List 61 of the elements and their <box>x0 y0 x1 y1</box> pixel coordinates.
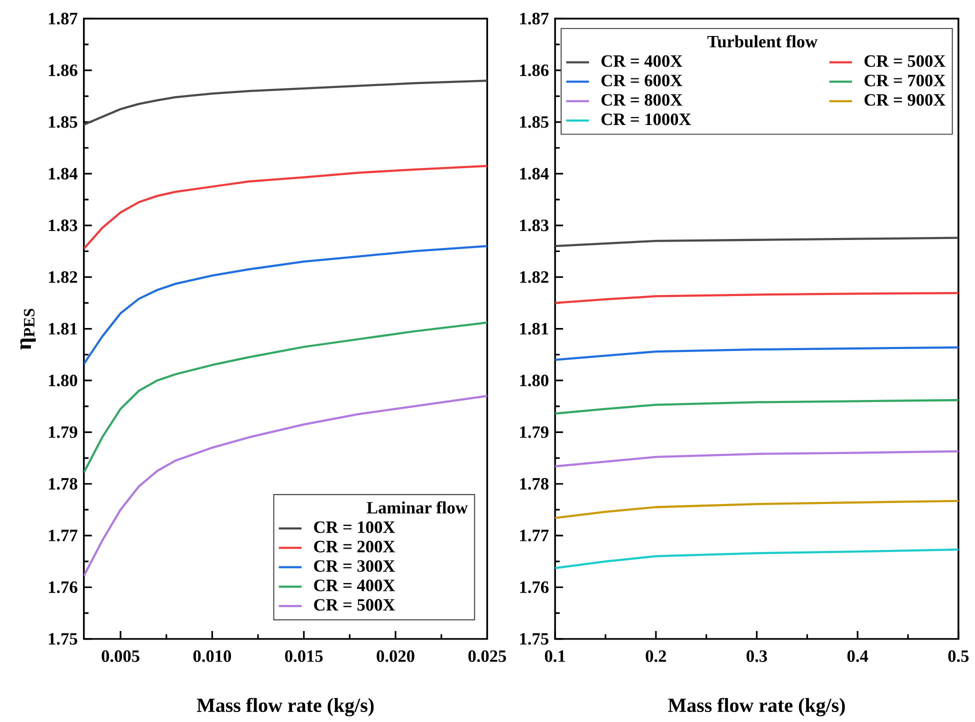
y-axis-title: η$_{PES}$ <box>20 308 36 350</box>
legend-label: CR = 600X <box>601 74 682 86</box>
y-tick-label: 1.81 <box>520 322 548 335</box>
y-tick-label: 1.79 <box>48 426 78 438</box>
y-tick-label: 1.79 <box>520 426 548 438</box>
x-tick-label: 0.4 <box>847 650 868 662</box>
line-series <box>84 394 488 577</box>
legend-label: CR = 900X <box>864 94 946 106</box>
y-tick-label: 1.82 <box>520 271 548 283</box>
line-series <box>555 548 958 570</box>
x-tick-label: 0.1 <box>544 650 566 662</box>
x-tick-label: 0.005 <box>102 650 140 662</box>
legend-label: CR = 300X <box>314 560 395 572</box>
y-tick-label: 1.87 <box>48 12 78 24</box>
y-tick-label: 1.87 <box>520 12 549 24</box>
y-tick-label: 1.83 <box>520 220 548 232</box>
y-tick-label: 1.80 <box>48 374 78 386</box>
x-tick-label: 0.3 <box>746 650 767 662</box>
y-tick-label: 1.75 <box>48 633 78 645</box>
y-tick-label: 1.76 <box>520 581 549 594</box>
legend-label: CR = 1000X <box>601 114 692 126</box>
line-series <box>84 164 488 250</box>
y-tick-label: 1.81 <box>48 322 77 335</box>
x-tick-label: 0.025 <box>468 650 506 662</box>
y-tick-label: 1.82 <box>48 271 78 283</box>
legend-label: CR = 100X <box>314 521 395 533</box>
y-tick-label: 1.78 <box>48 478 78 490</box>
y-tick-label: 1.80 <box>520 374 548 386</box>
line-series <box>555 292 958 304</box>
legend-label: CR = 400X <box>601 55 682 67</box>
x-tick-label: 0.5 <box>948 650 969 662</box>
x-tick-label: 0.015 <box>285 650 323 662</box>
y-tick-label: 1.78 <box>520 478 548 490</box>
legend-label: CR = 700X <box>864 74 946 86</box>
line-series <box>555 399 958 415</box>
y-tick-label: 1.75 <box>520 633 548 645</box>
y-tick-label: 1.83 <box>48 220 78 232</box>
y-tick-label: 1.77 <box>520 530 549 542</box>
legend-label: CR = 500X <box>314 599 395 611</box>
x-axis-title: Mass flow rate (kg/s) <box>196 698 374 716</box>
y-tick-label: 1.86 <box>520 64 549 76</box>
legend-label: CR = 400X <box>314 580 395 592</box>
line-series <box>555 500 958 520</box>
y-tick-label: 1.84 <box>48 168 78 180</box>
line-series <box>84 245 488 365</box>
legend-label: CR = 200X <box>314 540 395 552</box>
legend-title: Turbulent flow <box>707 35 818 48</box>
x-tick-label: 0.020 <box>376 650 414 662</box>
legend-title: Laminar flow <box>366 501 468 514</box>
y-tick-label: 1.85 <box>520 116 548 128</box>
x-axis-title: Mass flow rate (kg/s) <box>668 698 845 716</box>
legend-label: CR = 800X <box>601 94 682 106</box>
y-tick-label: 1.77 <box>48 530 78 542</box>
y-tick-label: 1.84 <box>520 168 549 180</box>
x-tick-label: 0.2 <box>646 650 666 662</box>
x-tick-label: 0.010 <box>193 650 232 662</box>
y-tick-label: 1.86 <box>48 64 78 76</box>
legend-label: CR = 500X <box>864 55 946 67</box>
y-tick-label: 1.85 <box>48 116 78 128</box>
line-series <box>84 322 488 474</box>
y-tick-label: 1.76 <box>48 581 78 594</box>
